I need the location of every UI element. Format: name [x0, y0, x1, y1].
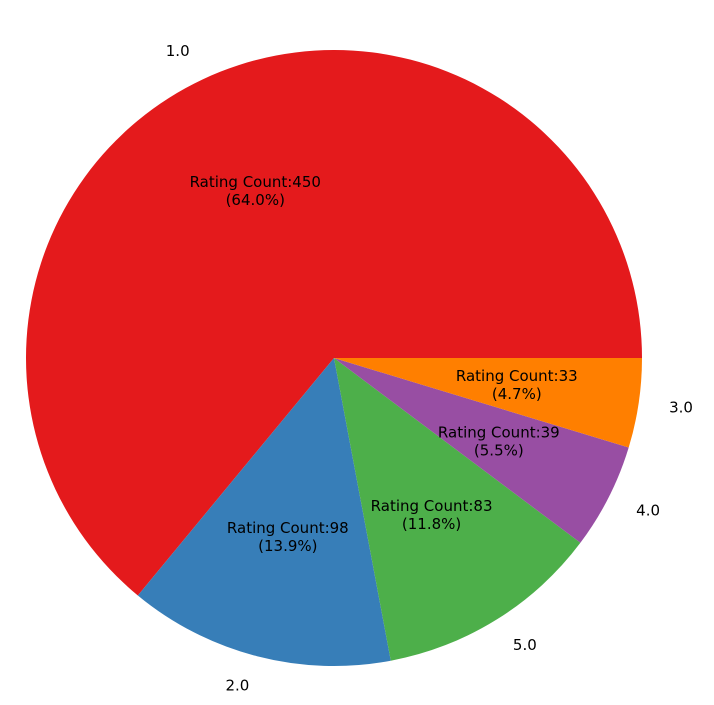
pie-labels: 1.0 Rating Count:450 (64.0%) 2.0 Rating Coun…	[166, 42, 693, 695]
pie-slice-2-0	[137, 358, 391, 666]
data-label-percent: (4.7%)	[492, 385, 542, 403]
pie-slice-5-0	[334, 358, 581, 661]
data-label: Rating Count:33 (4.7%)	[456, 367, 578, 403]
data-label-percent: (5.5%)	[474, 442, 524, 460]
data-label: Rating Count:98 (13.9%)	[227, 519, 349, 555]
data-label-count: Rating Count:39	[438, 424, 560, 442]
category-label: 5.0	[513, 636, 537, 654]
pie-slices	[25, 49, 642, 666]
data-label-percent: (13.9%)	[258, 537, 317, 555]
category-label: 4.0	[636, 502, 660, 520]
data-label-count: Rating Count:450	[190, 173, 321, 191]
category-label: 2.0	[226, 677, 250, 695]
pie-slice-1-0	[25, 49, 642, 596]
data-label-count: Rating Count:83	[371, 497, 493, 515]
data-label-percent: (64.0%)	[226, 191, 285, 209]
data-label: Rating Count:39 (5.5%)	[438, 424, 560, 460]
data-label-percent: (11.8%)	[402, 515, 461, 533]
data-label-count: Rating Count:98	[227, 519, 349, 537]
pie-slice-4-0	[334, 358, 629, 543]
data-label: Rating Count:83 (11.8%)	[371, 497, 493, 533]
data-label-count: Rating Count:33	[456, 367, 578, 385]
pie-slice-3-0	[334, 358, 642, 448]
category-label: 3.0	[669, 398, 693, 416]
data-label: Rating Count:450 (64.0%)	[190, 173, 321, 209]
category-label: 1.0	[166, 42, 190, 60]
